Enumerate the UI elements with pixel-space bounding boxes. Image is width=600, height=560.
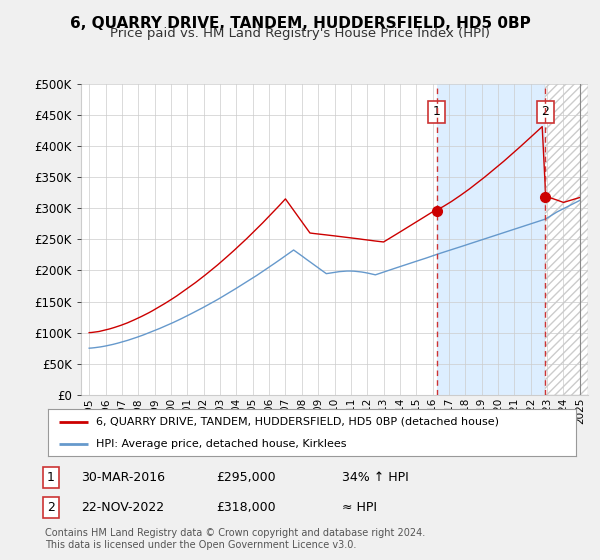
Text: 30-MAR-2016: 30-MAR-2016 [81,470,165,484]
Text: Contains HM Land Registry data © Crown copyright and database right 2024.: Contains HM Land Registry data © Crown c… [45,528,425,538]
Text: 1: 1 [433,105,440,119]
Text: 6, QUARRY DRIVE, TANDEM, HUDDERSFIELD, HD5 0BP (detached house): 6, QUARRY DRIVE, TANDEM, HUDDERSFIELD, H… [95,417,499,427]
Bar [437,84,545,395]
Text: 22-NOV-2022: 22-NOV-2022 [81,501,164,515]
Text: Price paid vs. HM Land Registry's House Price Index (HPI): Price paid vs. HM Land Registry's House … [110,27,490,40]
Bar [545,84,588,395]
Text: 2: 2 [542,105,550,119]
Text: 6, QUARRY DRIVE, TANDEM, HUDDERSFIELD, HD5 0BP: 6, QUARRY DRIVE, TANDEM, HUDDERSFIELD, H… [70,16,530,31]
Text: 34% ↑ HPI: 34% ↑ HPI [342,470,409,484]
Text: £318,000: £318,000 [216,501,275,515]
Text: 1: 1 [47,470,55,484]
Text: 2: 2 [47,501,55,515]
Text: £295,000: £295,000 [216,470,275,484]
Text: ≈ HPI: ≈ HPI [342,501,377,515]
Text: HPI: Average price, detached house, Kirklees: HPI: Average price, detached house, Kirk… [95,438,346,449]
Text: This data is licensed under the Open Government Licence v3.0.: This data is licensed under the Open Gov… [45,540,356,550]
